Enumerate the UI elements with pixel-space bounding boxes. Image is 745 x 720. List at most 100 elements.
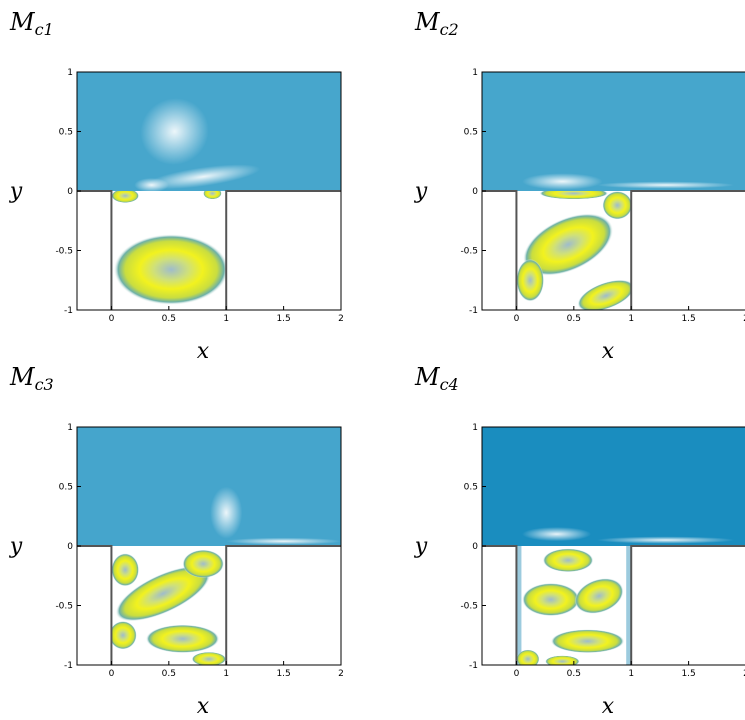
edge — [516, 546, 522, 665]
y-tick-label: 0.5 — [464, 128, 478, 138]
plume — [210, 486, 243, 539]
panel-title: Mc1 — [9, 8, 54, 39]
wall — [77, 545, 341, 665]
x-tick-label: 1 — [223, 314, 229, 324]
wall — [482, 545, 745, 665]
x-tick-label: 1.5 — [681, 669, 695, 679]
vortex — [191, 651, 227, 665]
y-tick-label: -1 — [64, 306, 73, 316]
vortex — [516, 649, 540, 665]
y-tick-label: 0 — [67, 187, 73, 197]
plume — [522, 173, 603, 190]
plume — [140, 98, 209, 165]
wall — [77, 190, 341, 310]
x-tick-label: 1 — [223, 669, 229, 679]
cavity — [111, 546, 227, 665]
x-axis-label: x — [197, 694, 210, 719]
panel: 0 0.5 1 1.5 2 -1 -0.5 0 0.5 1 x y Mc3 — [9, 363, 344, 719]
vortex — [516, 259, 545, 302]
wall — [482, 190, 745, 310]
title-subscript: c2 — [440, 20, 459, 39]
plume — [596, 536, 735, 544]
title-main: M — [414, 363, 441, 391]
vortex — [115, 565, 211, 622]
plumes — [134, 98, 261, 191]
y-tick-label: 0.5 — [59, 483, 73, 493]
x-tick-label: 0.5 — [567, 669, 581, 679]
panel-title: Mc4 — [414, 363, 459, 394]
cavity — [516, 191, 632, 310]
x-tick-label: 0 — [109, 669, 115, 679]
plume — [134, 177, 169, 191]
y-tick-label: 0 — [67, 542, 73, 552]
x-tick-label: 2 — [743, 314, 745, 324]
y-tick-label: 0.5 — [464, 483, 478, 493]
y-tick-label: -0.5 — [55, 247, 73, 257]
vortex — [182, 549, 224, 579]
plumes — [522, 527, 735, 544]
x-tick-label: 2 — [743, 669, 745, 679]
x-tick-label: 0.5 — [567, 314, 581, 324]
title-subscript: c4 — [440, 375, 459, 394]
x-tick-label: 1 — [628, 669, 634, 679]
y-tick-label: -1 — [469, 306, 478, 316]
title-subscript: c1 — [35, 20, 54, 39]
vortex — [113, 234, 227, 305]
x-tick-label: 0.5 — [162, 669, 176, 679]
y-tick-label: 0 — [472, 542, 478, 552]
y-tick-label: 1 — [67, 423, 73, 433]
vortex — [111, 191, 140, 203]
y-tick-label: 0 — [472, 187, 478, 197]
flow-region — [77, 427, 341, 546]
plumes — [522, 173, 735, 190]
x-axis-label: x — [602, 694, 615, 719]
panel-title: Mc3 — [9, 363, 54, 394]
x-axis-label: x — [602, 339, 615, 364]
y-tick-label: -1 — [64, 661, 73, 671]
plume — [146, 164, 261, 190]
panel: 0 0.5 1 1.5 2 -1 -0.5 0 0.5 1 x y Mc2 — [414, 8, 745, 364]
y-axis-label: y — [9, 534, 23, 559]
flow-region — [482, 72, 745, 191]
y-tick-label: 1 — [472, 68, 478, 78]
panel: 0 0.5 1 1.5 2 -1 -0.5 0 0.5 1 x y Mc4 — [414, 363, 745, 719]
y-tick-label: -0.5 — [460, 247, 478, 257]
vortex — [522, 213, 614, 276]
vortex — [203, 191, 222, 200]
x-tick-label: 0.5 — [162, 314, 176, 324]
vortex — [550, 629, 625, 653]
plumes — [210, 486, 341, 545]
vortex — [542, 548, 594, 573]
x-tick-label: 2 — [338, 314, 344, 324]
y-tick-label: -0.5 — [55, 602, 73, 612]
y-axis-label: y — [414, 179, 428, 204]
vortex — [602, 191, 632, 220]
vortex — [145, 624, 220, 653]
y-axis-label: y — [414, 534, 428, 559]
x-tick-label: 2 — [338, 669, 344, 679]
cavity — [516, 546, 632, 665]
y-axis-label: y — [9, 179, 23, 204]
y-tick-label: 1 — [67, 68, 73, 78]
title-main: M — [9, 363, 36, 391]
title-main: M — [9, 8, 36, 36]
cavity — [111, 191, 227, 310]
x-tick-label: 0 — [109, 314, 115, 324]
x-tick-label: 1.5 — [681, 314, 695, 324]
vortex — [545, 655, 580, 665]
y-tick-label: -0.5 — [460, 602, 478, 612]
title-main: M — [414, 8, 441, 36]
vortex — [111, 621, 137, 650]
plume — [596, 181, 735, 189]
vortex — [522, 583, 580, 617]
y-tick-label: 1 — [472, 423, 478, 433]
x-tick-label: 1.5 — [276, 314, 290, 324]
vortex — [539, 191, 609, 200]
plume — [226, 537, 341, 545]
x-tick-label: 1.5 — [276, 669, 290, 679]
vortex — [111, 553, 140, 587]
edge — [626, 546, 632, 665]
y-tick-label: -1 — [469, 661, 478, 671]
panel: 0 0.5 1 1.5 2 -1 -0.5 0 0.5 1 x y Mc1 — [9, 8, 344, 364]
